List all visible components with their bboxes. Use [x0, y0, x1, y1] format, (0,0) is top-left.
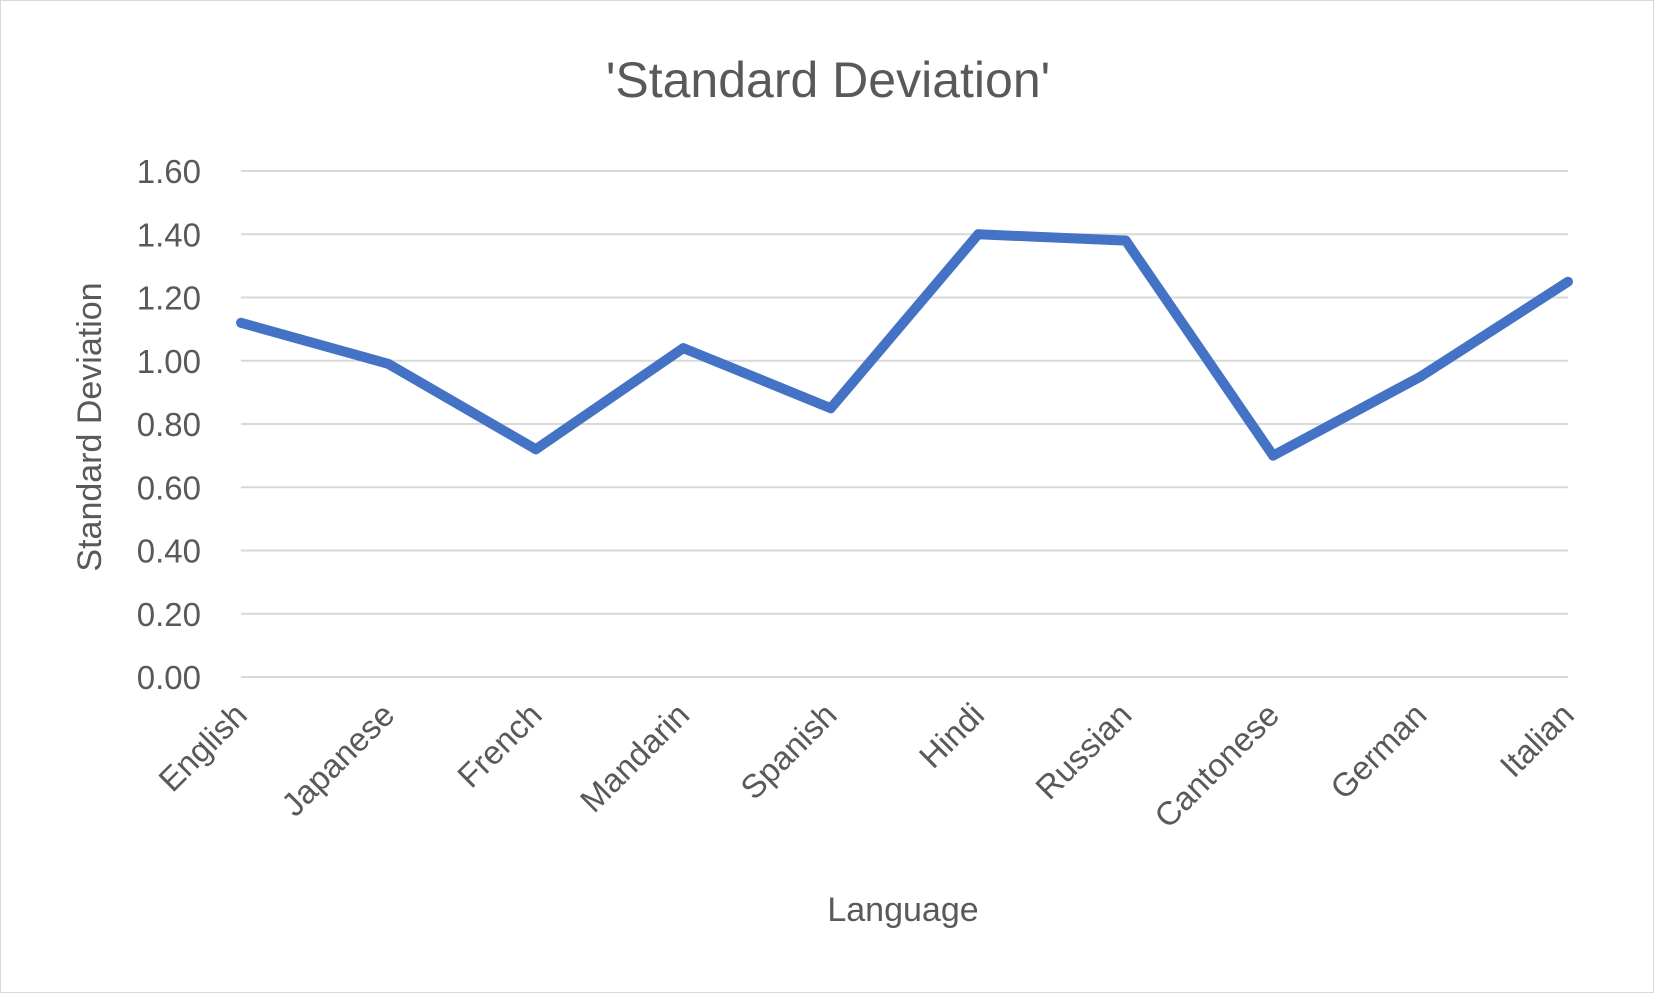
grid-layer	[241, 170, 1568, 678]
x-tick-labels: English Japanese French Mandarin Spanish Hind…	[151, 696, 1581, 835]
y-tick-label: 0.00	[137, 659, 201, 696]
y-tick-label: 1.00	[137, 343, 201, 380]
data-point	[825, 403, 836, 414]
x-tick-label: Japanese	[274, 696, 401, 823]
data-point	[1268, 450, 1279, 461]
x-axis-title: Language	[827, 891, 978, 929]
data-point	[973, 229, 984, 240]
data-point	[678, 343, 689, 354]
series-layer	[236, 229, 1573, 461]
y-tick-label: 0.40	[137, 533, 201, 570]
x-tick-label: Spanish	[733, 696, 843, 806]
y-axis-title: Standard Deviation	[71, 282, 109, 571]
series-line	[239, 229, 1571, 461]
y-tick-label: 0.60	[137, 469, 201, 506]
y-tick-label: 1.40	[137, 216, 201, 253]
y-tick-labels: 0.00 0.20 0.40 0.60 0.80 1.00 1.20 1.40 1.60	[137, 153, 201, 696]
data-point	[530, 444, 541, 455]
data-point	[1563, 276, 1573, 287]
chart-title: 'Standard Deviation'	[606, 52, 1050, 108]
y-tick-label: 1.20	[137, 280, 201, 317]
x-tick-label: Mandarin	[573, 696, 696, 819]
data-point	[1120, 235, 1131, 246]
x-tick-label: French	[450, 696, 549, 795]
y-tick-label: 0.80	[137, 406, 201, 443]
x-tick-label: Cantonese	[1147, 696, 1286, 835]
x-tick-label: German	[1323, 696, 1433, 806]
y-tick-label: 1.60	[137, 153, 201, 190]
data-point	[236, 317, 246, 328]
data-point	[1415, 371, 1426, 382]
x-tick-label: Hindi	[912, 696, 991, 775]
x-tick-label: Russian	[1028, 696, 1138, 806]
y-tick-label: 0.20	[137, 596, 201, 633]
x-tick-label: English	[151, 696, 254, 799]
x-tick-label: Italian	[1493, 696, 1581, 784]
data-point	[383, 358, 394, 369]
